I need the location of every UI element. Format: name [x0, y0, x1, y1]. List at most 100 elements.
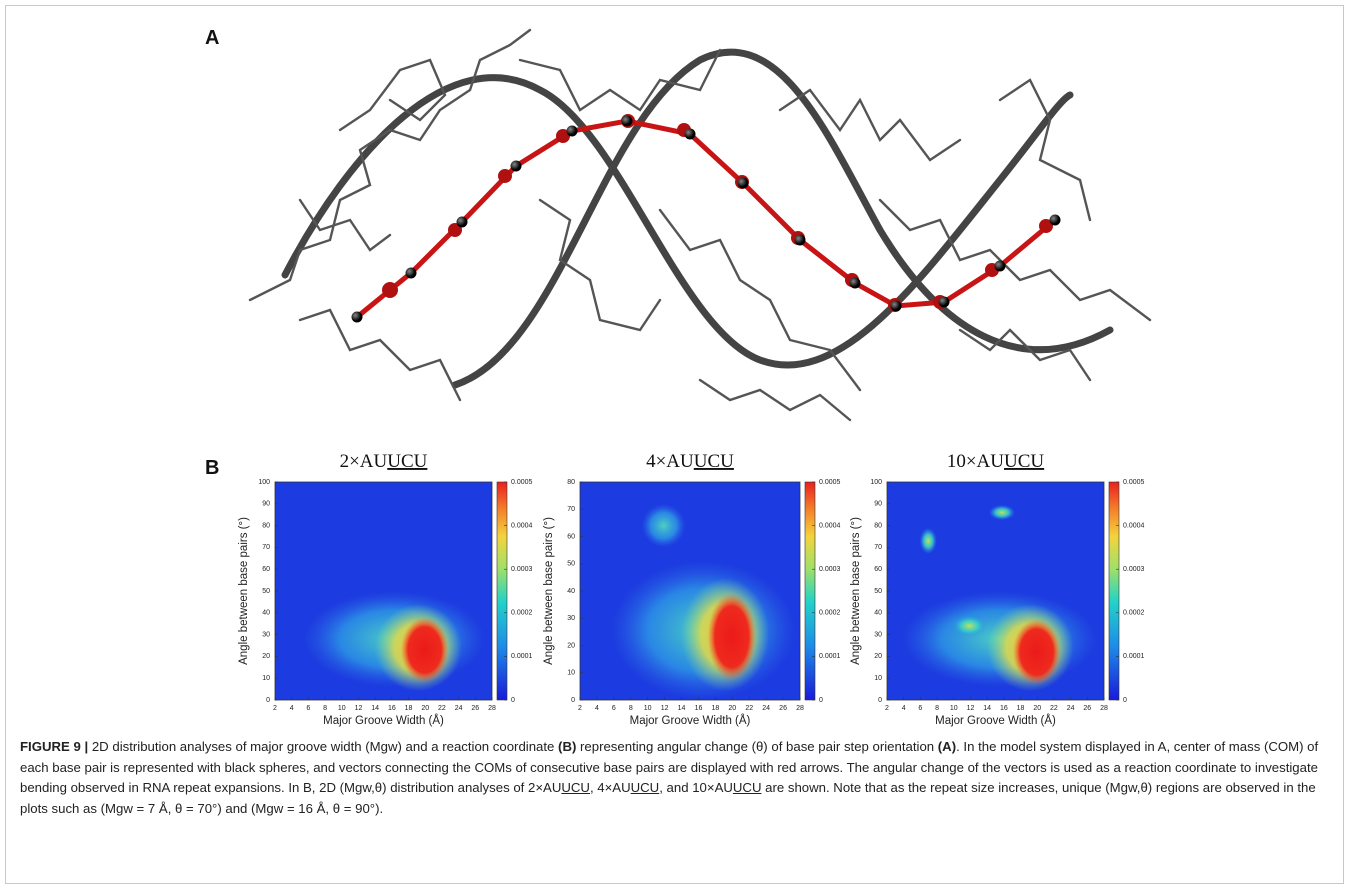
colorbar-tick-label: 0 — [511, 697, 515, 704]
y-tick-label: 50 — [874, 588, 882, 595]
x-tick-label: 16 — [388, 705, 396, 712]
colorbar-tick-label: 0.0001 — [819, 653, 841, 660]
colorbar-tick-label: 0.0002 — [1123, 610, 1145, 617]
y-tick-label: 70 — [567, 506, 575, 513]
title-underlined: UCU — [387, 451, 427, 472]
heatmap-panel: 4×AUUCU Major Groove Width (Å) Angle betwe… — [543, 451, 841, 727]
y-axis-label: Angle between base pairs (°) — [543, 517, 555, 665]
x-tick-label: 26 — [779, 705, 787, 712]
x-tick-label: 24 — [1067, 705, 1075, 712]
x-tick-label: 8 — [323, 705, 327, 712]
density-blob — [988, 504, 1016, 521]
y-tick-label: 80 — [567, 479, 575, 486]
x-tick-label: 4 — [595, 705, 599, 712]
x-tick-label: 26 — [1083, 705, 1091, 712]
y-tick-label: 50 — [567, 561, 575, 568]
x-tick-label: 28 — [796, 705, 804, 712]
x-tick-label: 12 — [661, 705, 669, 712]
x-tick-label: 6 — [612, 705, 616, 712]
x-axis-label: Major Groove Width (Å) — [935, 714, 1056, 727]
y-tick-label: 0 — [266, 697, 270, 704]
y-tick-label: 100 — [870, 479, 882, 486]
colorbar-tick-label: 0.0005 — [819, 479, 841, 486]
caption-run: are shown. Note that as the repeat size … — [20, 780, 1316, 816]
x-tick-label: 2 — [578, 705, 582, 712]
panel-label: B — [205, 457, 219, 479]
colorbar-tick-label: 0.0004 — [511, 522, 533, 529]
y-tick-label: 10 — [567, 670, 575, 677]
x-tick-label: 6 — [306, 705, 310, 712]
colorbar-tick-label: 0.0003 — [511, 566, 533, 573]
colorbar — [496, 481, 508, 701]
x-tick-label: 2 — [885, 705, 889, 712]
x-tick-label: 2 — [273, 705, 277, 712]
y-tick-label: 40 — [567, 588, 575, 595]
colorbar-tick-label: 0.0005 — [1123, 479, 1145, 486]
colorbar-tick-label: 0.0003 — [819, 566, 841, 573]
density-blob — [952, 614, 987, 637]
x-tick-label: 24 — [762, 705, 770, 712]
colorbar — [1108, 481, 1120, 701]
x-tick-label: 28 — [488, 705, 496, 712]
y-tick-label: 20 — [262, 653, 270, 660]
y-tick-label: 10 — [262, 675, 270, 682]
x-tick-label: 10 — [644, 705, 652, 712]
y-axis-label: Angle between base pairs (°) — [850, 517, 862, 665]
x-tick-label: 14 — [678, 705, 686, 712]
y-tick-label: 90 — [874, 501, 882, 508]
density — [303, 591, 486, 692]
colorbar-tick-label: 0.0002 — [819, 610, 841, 617]
colorbar-tick-label: 0.0005 — [511, 479, 533, 486]
colorbar-tick-label: 0.0001 — [1123, 653, 1145, 660]
x-tick-label: 18 — [1017, 705, 1025, 712]
x-tick-label: 18 — [405, 705, 413, 712]
y-tick-label: 20 — [874, 653, 882, 660]
x-tick-label: 20 — [421, 705, 429, 712]
x-tick-label: 22 — [438, 705, 446, 712]
colorbar-tick-label: 0.0003 — [1123, 566, 1145, 573]
density-blob — [400, 617, 449, 683]
density-blob — [1012, 619, 1061, 685]
panel-title: 2×AUUCU — [340, 451, 428, 472]
colorbar-tick-label: 0.0004 — [1123, 522, 1145, 529]
y-tick-label: 30 — [262, 631, 270, 638]
caption-run: , and 10×AU — [659, 780, 733, 795]
caption-run: UCU — [561, 780, 590, 795]
caption-run: . In the model system displayed in A, ce… — [20, 739, 1319, 795]
caption-run: (B) — [558, 739, 577, 754]
title-text: 4×AU — [646, 451, 694, 472]
title-underlined: UCU — [1004, 451, 1044, 472]
y-tick-label: 10 — [874, 675, 882, 682]
x-tick-label: 4 — [902, 705, 906, 712]
x-axis-label: Major Groove Width (Å) — [630, 714, 751, 727]
title-text: 2×AU — [340, 451, 388, 472]
heatmap-panel: 2×AUUCU Major Groove Width (Å) Angle betwe… — [238, 451, 533, 727]
density — [610, 503, 796, 700]
x-tick-label: 4 — [290, 705, 294, 712]
y-tick-label: 90 — [262, 501, 270, 508]
figure-frame — [5, 5, 1344, 884]
x-tick-label: 8 — [629, 705, 633, 712]
panel-title: 4×AUUCU — [646, 451, 734, 472]
y-tick-label: 100 — [258, 479, 270, 486]
rna-model — [248, 28, 1152, 422]
y-tick-label: 40 — [262, 610, 270, 617]
caption-run: UCU — [732, 780, 762, 795]
y-tick-label: 60 — [874, 566, 882, 573]
density — [902, 504, 1098, 692]
x-tick-label: 6 — [918, 705, 922, 712]
density-blob — [707, 593, 756, 681]
colorbar — [804, 481, 816, 701]
y-tick-label: 50 — [262, 588, 270, 595]
heatmap-panel: 10×AUUCU Major Groove Width (Å) Angle betw… — [850, 451, 1145, 727]
x-tick-label: 12 — [967, 705, 975, 712]
y-tick-label: 30 — [567, 615, 575, 622]
title-underlined: UCU — [694, 451, 734, 472]
y-tick-label: 40 — [874, 610, 882, 617]
figure: A B — [205, 27, 1152, 727]
caption-run: UCU — [630, 780, 660, 795]
title-text: 10×AU — [947, 451, 1004, 472]
density-blob — [641, 503, 686, 548]
x-tick-label: 22 — [745, 705, 753, 712]
